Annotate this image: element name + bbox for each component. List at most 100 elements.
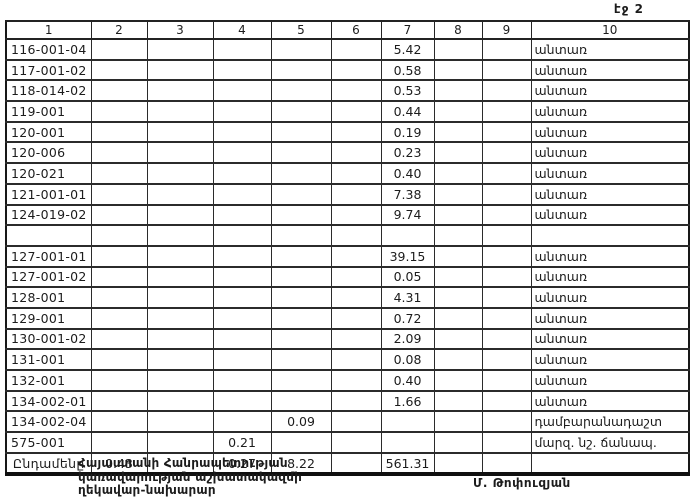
value-cell xyxy=(212,286,272,309)
value-cell: 0.19 xyxy=(380,120,435,144)
row-code-cell xyxy=(5,224,92,247)
value-cell xyxy=(270,348,332,371)
value-cell xyxy=(433,182,483,206)
value-cell xyxy=(270,100,332,123)
value-cell xyxy=(90,58,148,82)
value-cell xyxy=(212,182,272,206)
value-cell xyxy=(212,244,272,268)
land-type-cell: անտառ xyxy=(530,38,690,61)
value-cell xyxy=(433,203,483,227)
value-cell xyxy=(433,410,483,434)
value-cell xyxy=(330,38,382,61)
row-code-cell: 134-002-01 xyxy=(5,389,92,413)
row-code-cell: 128-001 xyxy=(5,286,92,309)
land-type-cell: մարզ. նշ. ճանապ. xyxy=(530,431,690,454)
value-cell xyxy=(146,348,214,371)
value-cell xyxy=(330,369,382,392)
row-code-cell: 130-001-02 xyxy=(5,327,92,351)
page-number-label: էջ 2 xyxy=(613,2,644,16)
table-row: 118-014-02 0.53 անտառ xyxy=(5,79,690,103)
value-cell xyxy=(481,451,532,476)
value-cell xyxy=(481,203,532,227)
value-cell xyxy=(433,369,483,392)
row-code-cell: 118-014-02 xyxy=(5,79,92,103)
value-cell xyxy=(330,389,382,413)
value-cell xyxy=(270,203,332,227)
value-cell xyxy=(380,410,435,434)
table-row: 127-001-02 0.05 անտառ xyxy=(5,265,690,289)
value-cell xyxy=(212,162,272,185)
signature-name: Մ. Թոփուզյան xyxy=(473,476,571,490)
land-type-cell: անտառ xyxy=(530,327,690,351)
table-row: 128-001 4.31 անտառ xyxy=(5,286,690,309)
value-cell xyxy=(212,120,272,144)
value-cell xyxy=(212,389,272,413)
column-header: 7 xyxy=(380,20,435,40)
land-type-cell: անտառ xyxy=(530,203,690,227)
value-cell xyxy=(330,451,382,476)
value-cell: 4.31 xyxy=(380,286,435,309)
value-cell xyxy=(90,203,148,227)
land-type-cell: անտառ xyxy=(530,141,690,165)
value-cell xyxy=(481,369,532,392)
value-cell xyxy=(433,79,483,103)
value-cell xyxy=(212,79,272,103)
value-cell xyxy=(433,100,483,123)
value-cell xyxy=(90,100,148,123)
land-type-cell: անտառ xyxy=(530,286,690,309)
value-cell xyxy=(433,431,483,454)
value-cell xyxy=(146,38,214,61)
value-cell xyxy=(270,224,332,247)
value-cell xyxy=(330,306,382,330)
value-cell xyxy=(481,327,532,351)
value-cell xyxy=(330,120,382,144)
value-cell xyxy=(270,79,332,103)
ledger-table: 1 2 3 4 5 6 7 8 9 10 116-001-04 5.42 անտառ 117-001-0… xyxy=(5,20,690,477)
value-cell xyxy=(433,451,483,476)
value-cell xyxy=(146,58,214,82)
value-cell: 39.15 xyxy=(380,244,435,268)
value-cell xyxy=(433,306,483,330)
value-cell xyxy=(90,410,148,434)
land-type-cell: անտառ xyxy=(530,58,690,82)
value-cell xyxy=(270,38,332,61)
value-cell xyxy=(330,203,382,227)
table-row: 120-001 0.19 անտառ xyxy=(5,120,690,144)
value-cell xyxy=(433,58,483,82)
land-type-cell: անտառ xyxy=(530,389,690,413)
value-cell xyxy=(90,162,148,185)
total-row: Ընդամենը 0.43 0.27 8.22 561.31 xyxy=(5,451,690,476)
column-header: 2 xyxy=(90,20,148,40)
land-type-cell xyxy=(530,224,690,247)
table-row: 121-001-01 7.38 անտառ xyxy=(5,182,690,206)
row-code-cell: 120-021 xyxy=(5,162,92,185)
total-label-cell: Ընդամենը xyxy=(5,451,92,476)
table-row: 134-002-01 1.66 անտառ xyxy=(5,389,690,413)
value-cell xyxy=(481,265,532,289)
table-row: 132-001 0.40 անտառ xyxy=(5,369,690,392)
value-cell xyxy=(90,389,148,413)
value-cell xyxy=(212,306,272,330)
row-code-cell: 131-001 xyxy=(5,348,92,371)
footer-issuer-line-3: ղեկավար-նախարար xyxy=(78,483,216,497)
value-cell xyxy=(270,286,332,309)
value-cell xyxy=(146,141,214,165)
value-cell xyxy=(330,265,382,289)
footer-issuer-line-1: Հայաստանի Հանրապետության xyxy=(78,456,288,470)
table-row: 120-021 0.40 անտառ xyxy=(5,162,690,185)
value-cell xyxy=(146,369,214,392)
table-body: 116-001-04 5.42 անտառ 117-001-02 0.58 անտառ 11… xyxy=(5,38,690,476)
value-cell xyxy=(481,348,532,371)
value-cell xyxy=(270,431,332,454)
table-row: 127-001-01 39.15 անտառ xyxy=(5,244,690,268)
value-cell: 9.74 xyxy=(380,203,435,227)
row-code-cell: 119-001 xyxy=(5,100,92,123)
row-code-cell: 127-001-02 xyxy=(5,265,92,289)
row-code-cell: 124-019-02 xyxy=(5,203,92,227)
value-cell xyxy=(433,224,483,247)
value-cell xyxy=(212,265,272,289)
value-cell xyxy=(330,431,382,454)
value-cell xyxy=(481,141,532,165)
value-cell xyxy=(146,265,214,289)
